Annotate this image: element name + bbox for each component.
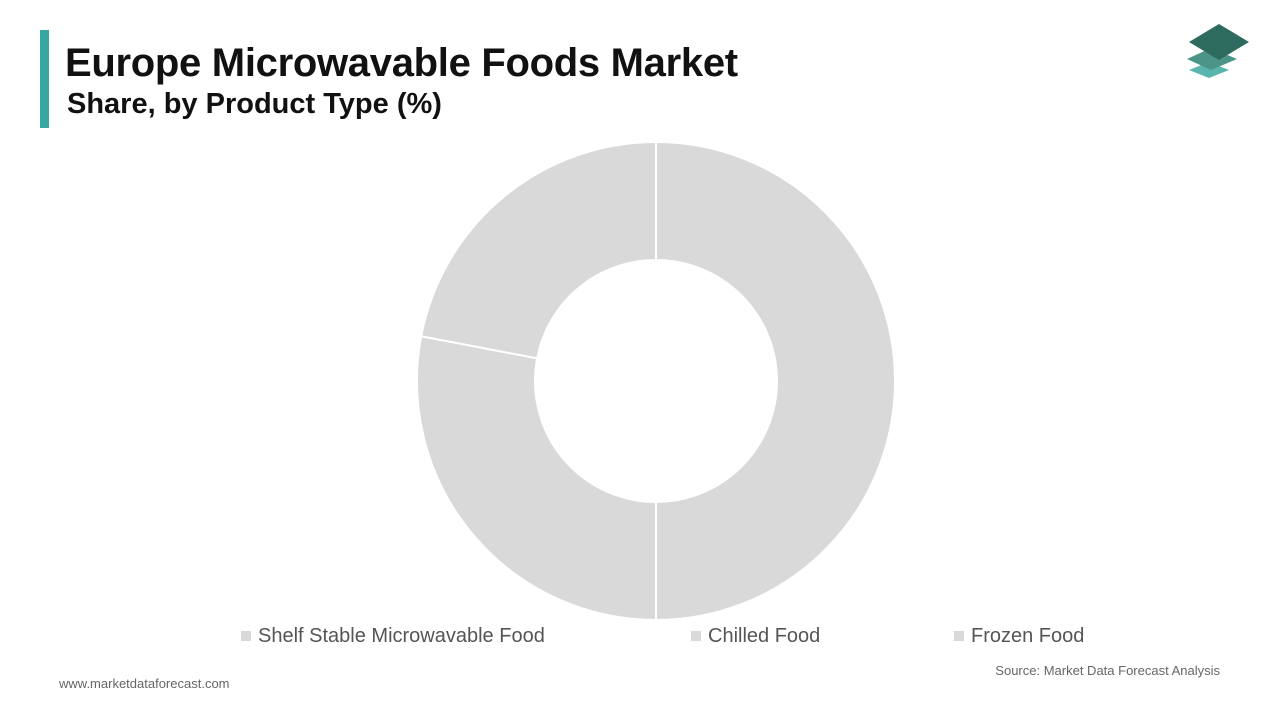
- legend-label: Shelf Stable Microwavable Food: [258, 624, 545, 647]
- logo-layer-middle: [1187, 48, 1237, 70]
- title-accent-bar: [40, 30, 49, 128]
- legend-item-frozen-food: Frozen Food: [954, 624, 1084, 648]
- logo-layer-top: [1189, 24, 1249, 60]
- legend-label: Frozen Food: [971, 624, 1085, 647]
- chart-title: Europe Microwavable Foods Market: [65, 41, 738, 85]
- footer-website: www.marketdataforecast.com: [59, 676, 230, 691]
- chart-subtitle: Share, by Product Type (%): [67, 88, 442, 120]
- legend-swatch: [241, 631, 251, 641]
- legend-item-shelf-stable: Shelf Stable Microwavable Food: [241, 624, 545, 648]
- legend-swatch: [954, 631, 964, 641]
- legend-item-chilled-food: Chilled Food: [691, 624, 820, 648]
- donut-slice-frozen-food: [420, 140, 657, 360]
- brand-logo-icon: [1187, 24, 1249, 78]
- legend-swatch: [691, 631, 701, 641]
- footer-source: Source: Market Data Forecast Analysis: [995, 663, 1220, 678]
- legend-label: Chilled Food: [708, 624, 821, 647]
- donut-slice-shelf-stable-microwavable-food: [655, 140, 896, 622]
- donut-slice-chilled-food: [416, 335, 657, 622]
